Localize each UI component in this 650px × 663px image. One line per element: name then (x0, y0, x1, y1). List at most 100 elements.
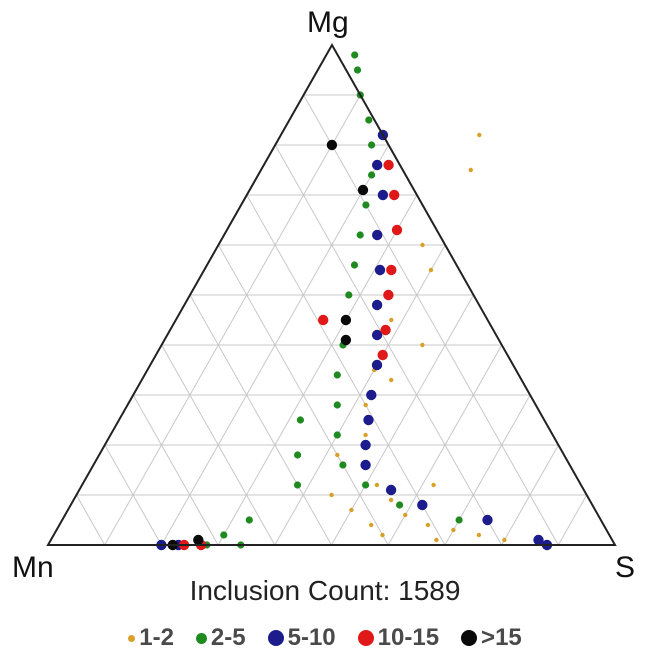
point-1015-4 (383, 289, 394, 301)
grid-line-mn-8 (104, 444, 162, 546)
point-25-18 (455, 516, 463, 524)
point-25-22 (245, 516, 253, 524)
point-25-3 (365, 116, 373, 124)
legend-item-2: 5-10 (267, 624, 336, 652)
point-25-8 (350, 261, 359, 269)
point-25-7 (356, 231, 364, 239)
point-1015-6 (377, 349, 388, 361)
grid-line-s-5 (331, 294, 474, 546)
point-12-4 (363, 432, 368, 438)
legend-label-1: 2-5 (210, 624, 246, 651)
legend-item-0: 1-2 (128, 624, 174, 652)
point-1015-2 (391, 224, 403, 236)
point-12-24 (431, 482, 436, 488)
point-12-14 (349, 507, 354, 513)
grid-line-mn-1 (303, 94, 559, 546)
ternary-frame (46, 42, 617, 546)
point-25-5 (368, 171, 376, 179)
point-1015-5 (380, 324, 391, 336)
point-1015-7 (318, 314, 329, 326)
ternary-grid (75, 94, 588, 546)
point-12-0 (428, 267, 434, 273)
point-25-0 (351, 51, 359, 59)
point-12-22 (380, 532, 385, 538)
point-12-8 (403, 512, 408, 518)
vertex-label-mg: Mg (307, 6, 349, 39)
point-1015-0 (383, 159, 394, 171)
point-12-16 (335, 452, 340, 458)
point-25-16 (362, 481, 370, 489)
legend-marker-1 (195, 632, 207, 644)
point-510-6 (371, 329, 383, 341)
point-25-12 (333, 371, 341, 379)
point-12-18 (468, 167, 473, 173)
grid-line-mn-9 (75, 494, 106, 546)
point-510-15 (533, 534, 544, 546)
point-12-6 (374, 482, 380, 488)
legend-marker-0 (128, 634, 136, 642)
legend: 1-2 2-5 5-10 10-15 >15 (0, 620, 650, 656)
legend-marker-3 (357, 630, 374, 646)
point-25-14 (333, 431, 341, 439)
point-12-13 (369, 522, 374, 528)
point-1015-1 (389, 189, 400, 201)
point-12-10 (451, 527, 456, 533)
point-510-8 (366, 389, 377, 401)
point-510-11 (360, 459, 371, 471)
legend-label-4: >15 (481, 624, 522, 651)
legend-item-3: 10-15 (357, 624, 439, 652)
point-25-20 (294, 451, 302, 459)
point-12-7 (388, 497, 394, 503)
point-510-7 (371, 359, 383, 371)
point-510-4 (374, 264, 386, 276)
point-12-1 (389, 317, 394, 323)
legend-label-2: 5-10 (287, 624, 336, 651)
point-25-9 (345, 291, 353, 299)
point-25-17 (396, 501, 404, 509)
point-12-21 (389, 377, 394, 383)
point-12-20 (420, 342, 425, 348)
legend-item-4: >15 (461, 624, 522, 652)
grid-line-s-3 (217, 194, 418, 546)
point-510-10 (360, 439, 371, 451)
point-510-5 (371, 299, 383, 311)
grid-line-s-1 (104, 94, 361, 546)
point-12-11 (476, 532, 482, 538)
point-15-5 (193, 534, 204, 546)
point-25-15 (339, 461, 347, 469)
point-25-1 (353, 66, 362, 74)
grid-line-mn-5 (189, 294, 332, 546)
point-15-1 (357, 184, 369, 196)
point-12-23 (434, 537, 439, 543)
point-12-19 (477, 132, 482, 138)
legend-label-0: 1-2 (139, 624, 174, 651)
point-1015-3 (386, 264, 397, 276)
vertex-label-s: S (615, 551, 636, 584)
grid-line-mn-7 (132, 394, 219, 546)
point-25-4 (368, 141, 376, 149)
legend-item-1: 2-5 (195, 624, 246, 652)
grid-line-s-8 (501, 444, 559, 546)
grid-line-s-9 (557, 494, 588, 546)
point-12-9 (425, 522, 431, 528)
point-510-1 (372, 159, 383, 171)
point-25-6 (362, 201, 370, 209)
data-points (156, 51, 553, 551)
point-12-3 (363, 402, 368, 408)
point-25-23 (220, 531, 228, 539)
point-510-9 (363, 414, 374, 426)
point-15-0 (326, 139, 338, 151)
point-15-3 (340, 334, 352, 346)
point-25-21 (293, 481, 302, 489)
point-510-2 (377, 189, 389, 201)
inclusion-count-caption: Inclusion Count: 1589 (189, 575, 461, 606)
point-510-12 (385, 484, 397, 496)
grid-line-mn-3 (246, 194, 446, 546)
point-510-14 (482, 514, 493, 526)
point-25-19 (296, 416, 304, 424)
point-510-13 (417, 499, 428, 511)
vertex-label-mn: Mn (12, 551, 54, 584)
point-12-17 (420, 242, 425, 248)
point-12-15 (329, 492, 334, 498)
